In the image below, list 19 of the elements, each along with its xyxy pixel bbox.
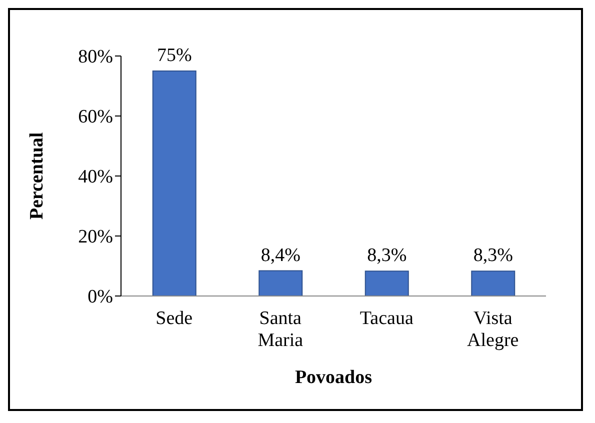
x-tick-label: Sede (156, 308, 193, 329)
y-tick-label: 60% (78, 106, 114, 128)
y-tick-label: 40% (78, 166, 114, 188)
y-tick-label: 0% (88, 286, 114, 308)
data-label: 75% (156, 45, 192, 66)
data-label: 8,4% (260, 244, 301, 266)
y-tick-label: 80% (78, 46, 114, 68)
data-label: 8,3% (367, 245, 407, 266)
x-axis-title: Povoados (294, 367, 372, 388)
bar (258, 270, 303, 296)
bar (364, 270, 409, 296)
data-label: 8,3% (473, 245, 514, 266)
bar (152, 70, 196, 296)
x-tick-label: Vista Alegre (467, 308, 519, 351)
y-tick-label: 20% (78, 226, 114, 248)
y-axis-title: Percentual (26, 132, 48, 220)
x-tick-label: Santa Maria (258, 308, 304, 351)
bar (471, 270, 516, 296)
x-tick-label: Tacaua (360, 308, 414, 329)
